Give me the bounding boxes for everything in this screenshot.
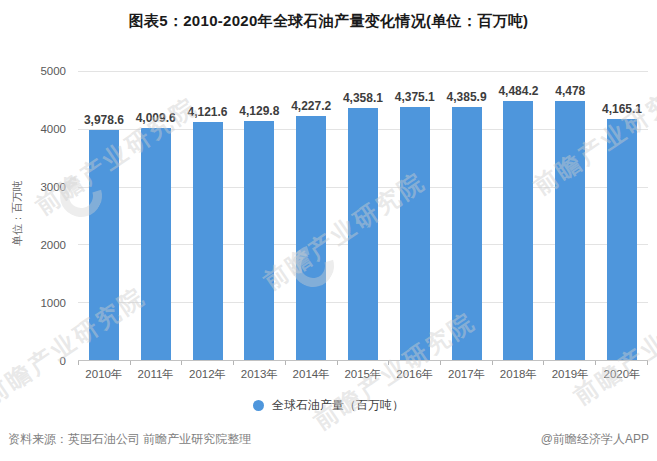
bar-group: 4,121.6 [182, 71, 234, 360]
x-axis-tick-marks [78, 361, 648, 366]
bar-series: 3,978.6 4,009.6 4,121.6 4,129.8 4,227.2 4,358… [78, 71, 648, 360]
x-axis-tick-label: 2010年 [78, 367, 130, 383]
chart-canvas: 图表5：2010-2020年全球石油产量变化情况(单位：百万吨) 单位：百万吨 … [0, 0, 657, 461]
bar-value-label: 4,121.6 [188, 105, 228, 119]
x-axis-tick-label: 2020年 [596, 367, 648, 383]
axis-tick-mark [388, 361, 389, 365]
x-axis-tick-label: 2017年 [441, 367, 493, 383]
y-axis-tick-label: 2000 [22, 239, 66, 251]
legend-label: 全球石油产量（百万吨） [272, 397, 404, 414]
bar-value-label: 4,385.9 [447, 90, 487, 104]
bar-value-label: 4,484.2 [498, 84, 538, 98]
bar [400, 107, 430, 360]
bar-group: 4,009.6 [130, 71, 182, 360]
y-axis-tick-label: 5000 [22, 65, 66, 77]
axis-tick-mark [647, 361, 648, 365]
axis-tick-mark [130, 361, 131, 365]
axis-tick-mark [78, 361, 79, 365]
y-axis-tick-label: 1000 [22, 297, 66, 309]
bar-group: 4,478 [544, 71, 596, 360]
x-axis-tick-label: 2016年 [389, 367, 441, 383]
y-axis-tick-label: 4000 [22, 123, 66, 135]
legend-dot-icon [253, 400, 264, 411]
x-axis-tick-label: 2014年 [285, 367, 337, 383]
bar [244, 121, 274, 360]
y-axis-title: 单位：百万吨 [10, 133, 26, 293]
y-axis-tick-label: 3000 [22, 181, 66, 193]
bar-value-label: 4,227.2 [291, 99, 331, 113]
bar-group: 4,375.1 [389, 71, 441, 360]
bar-group: 3,978.6 [78, 71, 130, 360]
chart-title: 图表5：2010-2020年全球石油产量变化情况(单位：百万吨) [0, 12, 657, 31]
axis-tick-mark [181, 361, 182, 365]
bar [503, 101, 533, 360]
bar-value-label: 4,478 [555, 84, 585, 98]
bar-value-label: 4,375.1 [395, 90, 435, 104]
axis-tick-mark [285, 361, 286, 365]
x-axis-tick-label: 2013年 [233, 367, 285, 383]
bar-group: 4,227.2 [285, 71, 337, 360]
footer: 资料来源：英国石油公司 前瞻产业研究院整理 @前瞻经济学人APP [8, 431, 649, 448]
bar-group: 4,358.1 [337, 71, 389, 360]
bar-value-label: 4,129.8 [239, 104, 279, 118]
bar [89, 130, 119, 360]
bar-value-label: 4,358.1 [343, 91, 383, 105]
bar-group: 4,129.8 [233, 71, 285, 360]
axis-tick-mark [595, 361, 596, 365]
credit-text: @前瞻经济学人APP [541, 431, 649, 448]
axis-tick-mark [337, 361, 338, 365]
bar [296, 116, 326, 360]
bar-group: 4,165.1 [596, 71, 648, 360]
bar [348, 108, 378, 360]
x-axis-tick-labels: 2010年2011年2012年2013年2014年2015年2016年2017年… [78, 367, 648, 383]
bar-value-label: 3,978.6 [84, 113, 124, 127]
x-axis-tick-label: 2019年 [544, 367, 596, 383]
bar-group: 4,484.2 [493, 71, 545, 360]
bar [193, 122, 223, 360]
x-axis-tick-label: 2018年 [493, 367, 545, 383]
legend: 全球石油产量（百万吨） [0, 397, 657, 414]
bar-value-label: 4,009.6 [136, 111, 176, 125]
bar-group: 4,385.9 [441, 71, 493, 360]
bar [555, 101, 585, 360]
x-axis-tick-label: 2012年 [182, 367, 234, 383]
x-axis-tick-label: 2011年 [130, 367, 182, 383]
bar [141, 128, 171, 360]
y-axis-tick-labels: 500040003000200010000 [28, 71, 72, 361]
axis-tick-mark [492, 361, 493, 365]
axis-tick-mark [543, 361, 544, 365]
axis-tick-mark [440, 361, 441, 365]
x-axis-tick-label: 2015年 [337, 367, 389, 383]
source-text: 资料来源：英国石油公司 前瞻产业研究院整理 [8, 431, 251, 448]
bar [607, 119, 637, 360]
y-axis-tick-label: 0 [22, 355, 66, 367]
bar [452, 107, 482, 361]
bar-value-label: 4,165.1 [602, 102, 642, 116]
axis-tick-mark [233, 361, 234, 365]
plot-area: 3,978.6 4,009.6 4,121.6 4,129.8 4,227.2 4,358… [78, 71, 648, 361]
